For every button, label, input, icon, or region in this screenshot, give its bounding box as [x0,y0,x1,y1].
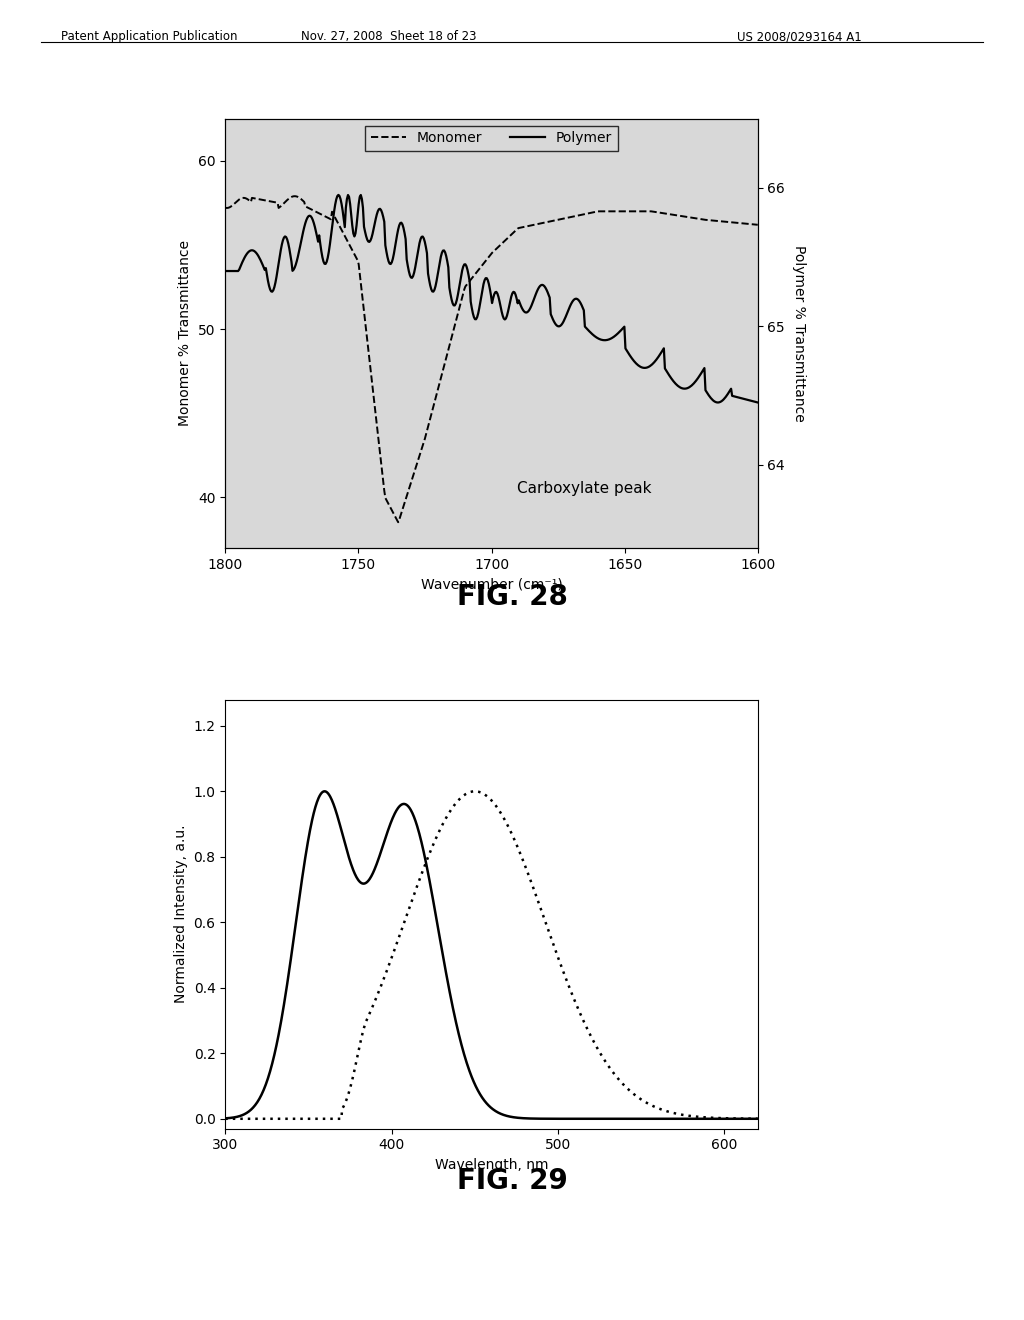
Monomer [657,206,670,222]
Y-axis label: Normalized Intensity, a.u.: Normalized Intensity, a.u. [174,825,188,1003]
Polymer [476,281,488,297]
Monomer [752,216,764,232]
X-axis label: Wavenumber (cm⁻¹): Wavenumber (cm⁻¹) [421,577,562,591]
Monomer [474,260,486,276]
Polymer [740,392,753,408]
Polymer [332,187,344,203]
Monomer [741,216,754,232]
Polymer [473,301,485,317]
Polymer [752,395,764,411]
Text: FIG. 29: FIG. 29 [457,1167,567,1196]
Monomer [539,215,551,231]
Monomer [392,515,404,531]
Text: US 2008/0293164 A1: US 2008/0293164 A1 [737,30,862,44]
Text: Nov. 27, 2008  Sheet 18 of 23: Nov. 27, 2008 Sheet 18 of 23 [301,30,477,44]
Monomer [289,189,301,205]
Line: Polymer: Polymer [225,195,758,403]
Legend: Monomer, Polymer: Monomer, Polymer [366,125,617,150]
Y-axis label: Monomer % Transmittance: Monomer % Transmittance [178,240,193,426]
Text: FIG. 28: FIG. 28 [457,582,567,611]
Text: Carboxylate peak: Carboxylate peak [517,482,652,496]
Line: Monomer: Monomer [225,197,758,523]
Polymer [508,284,520,300]
Monomer [219,199,231,215]
Polymer [219,263,231,279]
Y-axis label: Polymer % Transmittance: Polymer % Transmittance [793,246,806,421]
Polymer [656,342,669,358]
Text: Patent Application Publication: Patent Application Publication [61,30,238,44]
Monomer [477,256,489,272]
Monomer [509,223,521,239]
Polymer [538,277,550,293]
X-axis label: Wavelength, nm: Wavelength, nm [435,1158,548,1172]
